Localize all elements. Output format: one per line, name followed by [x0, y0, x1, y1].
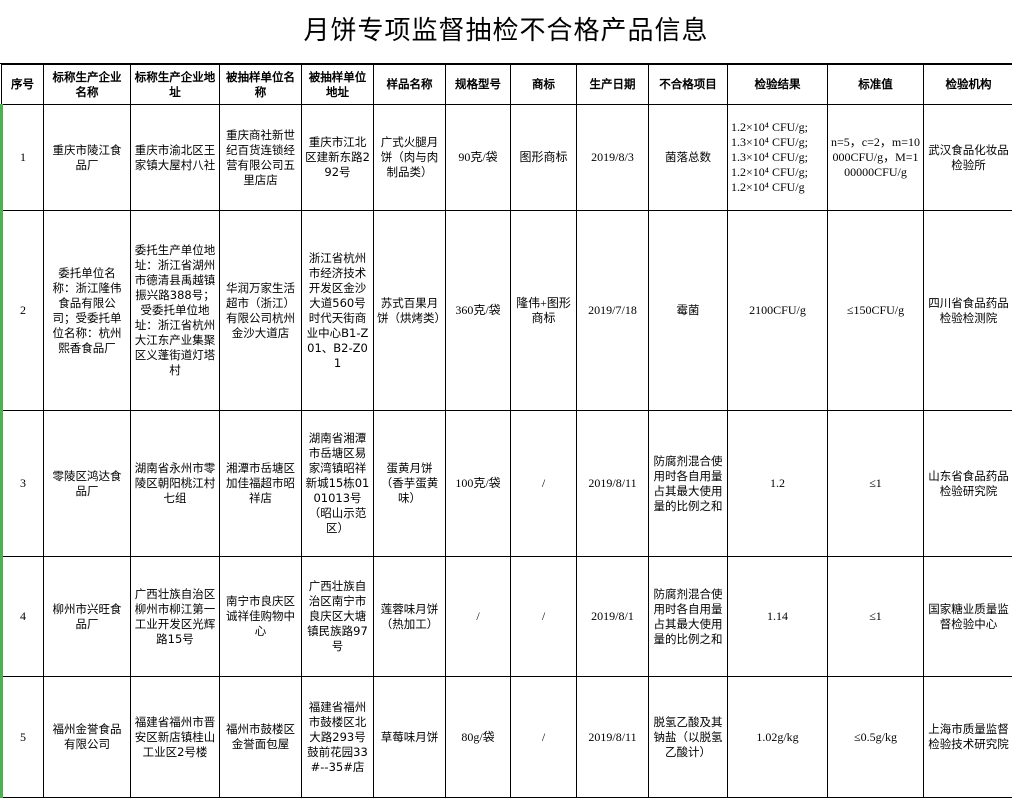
header-spec: 规格型号: [446, 65, 511, 105]
header-standard: 标准值: [828, 65, 924, 105]
cell-maker-addr[interactable]: 广西壮族自治区柳州市柳江第一工业开发区光辉路15号: [131, 557, 220, 677]
result-line: 1.3×10⁴ CFU/g;: [731, 150, 824, 165]
header-no: 序号: [2, 65, 44, 105]
cell-product[interactable]: 苏式百果月饼（烘烤类）: [374, 211, 446, 411]
result-line: 1.2×10⁴ CFU/g;: [731, 165, 824, 180]
result-line: 1.14: [731, 609, 824, 624]
cell-sampled[interactable]: 湘潭市岳塘区加佳福超市昭祥店: [220, 411, 302, 557]
cell-maker-addr[interactable]: 湖南省永州市零陵区朝阳桃江村七组: [131, 411, 220, 557]
header-brand: 商标: [511, 65, 577, 105]
cell-item[interactable]: 防腐剂混合使用时各自用量占其最大使用量的比例之和: [649, 411, 728, 557]
cell-lab[interactable]: 山东省食品药品检验研究院: [924, 411, 1012, 557]
result-line: 1.02g/kg: [731, 730, 824, 745]
header-sampled: 被抽样单位名称: [220, 65, 302, 105]
cell-maker-addr[interactable]: 委托生产单位地址：浙江省湖州市德清县禹越镇振兴路388号；受委托单位地址：浙江省…: [131, 211, 220, 411]
cell-maker[interactable]: 福州金誉食品有限公司: [44, 677, 131, 798]
cell-result[interactable]: 1.14: [728, 557, 828, 677]
cell-sampled-addr[interactable]: 浙江省杭州市经济技术开发区金沙大道560号时代天街商业中心B1-Z01、B2-Z…: [302, 211, 374, 411]
cell-spec[interactable]: 100克/袋: [446, 411, 511, 557]
cell-sampled[interactable]: 重庆商社新世纪百货连锁经营有限公司五里店店: [220, 105, 302, 211]
cell-maker-addr[interactable]: 重庆市渝北区王家镇大屋村八社: [131, 105, 220, 211]
result-line: 1.2: [731, 476, 824, 491]
cell-brand[interactable]: 隆伟+图形商标: [511, 211, 577, 411]
cell-spec[interactable]: 90克/袋: [446, 105, 511, 211]
cell-standard[interactable]: ≤150CFU/g: [828, 211, 924, 411]
cell-brand[interactable]: 图形商标: [511, 105, 577, 211]
header-item: 不合格项目: [649, 65, 728, 105]
cell-product[interactable]: 广式火腿月饼（肉与肉制品类）: [374, 105, 446, 211]
cell-lab[interactable]: 四川省食品药品检验检测院: [924, 211, 1012, 411]
cell-brand[interactable]: /: [511, 411, 577, 557]
cell-date[interactable]: 2019/8/11: [577, 411, 649, 557]
cell-standard[interactable]: ≤1: [828, 411, 924, 557]
header-lab: 检验机构: [924, 65, 1012, 105]
cell-result[interactable]: 2100CFU/g: [728, 211, 828, 411]
result-line: 2100CFU/g: [731, 303, 824, 318]
cell-date[interactable]: 2019/8/1: [577, 557, 649, 677]
cell-brand[interactable]: /: [511, 677, 577, 798]
cell-item[interactable]: 霉菌: [649, 211, 728, 411]
cell-spec[interactable]: /: [446, 557, 511, 677]
cell-maker[interactable]: 委托单位名称：浙江隆伟食品有限公司；受委托单位名称：杭州熙香食品厂: [44, 211, 131, 411]
cell-item[interactable]: 防腐剂混合使用时各自用量占其最大使用量的比例之和: [649, 557, 728, 677]
cell-item[interactable]: 菌落总数: [649, 105, 728, 211]
header-sampled-addr: 被抽样单位地址: [302, 65, 374, 105]
page-title: 月饼专项监督抽检不合格产品信息: [0, 0, 1012, 64]
cell-maker-addr[interactable]: 福建省福州市晋安区新店镇桂山工业区2号楼: [131, 677, 220, 798]
cell-no[interactable]: 3: [2, 411, 44, 557]
result-line: 1.2×10⁴ CFU/g;: [731, 120, 824, 135]
cell-no[interactable]: 4: [2, 557, 44, 677]
cell-date[interactable]: 2019/7/18: [577, 211, 649, 411]
cell-sampled[interactable]: 南宁市良庆区诚祥佳购物中心: [220, 557, 302, 677]
header-product: 样品名称: [374, 65, 446, 105]
cell-result[interactable]: 1.2: [728, 411, 828, 557]
cell-sampled-addr[interactable]: 湖南省湘潭市岳塘区易家湾镇昭祥新城15栋0101013号（昭山示范区）: [302, 411, 374, 557]
cell-sampled-addr[interactable]: 重庆市江北区建新东路292号: [302, 105, 374, 211]
cell-sampled[interactable]: 福州市鼓楼区金誉面包屋: [220, 677, 302, 798]
header-date: 生产日期: [577, 65, 649, 105]
cell-product[interactable]: 草莓味月饼: [374, 677, 446, 798]
cell-no[interactable]: 2: [2, 211, 44, 411]
cell-no[interactable]: 1: [2, 105, 44, 211]
cell-maker[interactable]: 柳州市兴旺食品厂: [44, 557, 131, 677]
result-line: 1.2×10⁴ CFU/g: [731, 180, 824, 195]
cell-standard[interactable]: ≤0.5g/kg: [828, 677, 924, 798]
cell-spec[interactable]: 80g/袋: [446, 677, 511, 798]
cell-sampled-addr[interactable]: 福建省福州市鼓楼区北大路293号鼓前花园33#--35#店: [302, 677, 374, 798]
header-maker-addr: 标称生产企业地址: [131, 65, 220, 105]
header-row: 序号标称生产企业名称标称生产企业地址被抽样单位名称被抽样单位地址样品名称规格型号…: [2, 65, 1012, 105]
cell-standard[interactable]: ≤1: [828, 557, 924, 677]
cell-product[interactable]: 蛋黄月饼（香芋蛋黄味）: [374, 411, 446, 557]
results-table: 序号标称生产企业名称标称生产企业地址被抽样单位名称被抽样单位地址样品名称规格型号…: [0, 64, 1012, 798]
cell-maker[interactable]: 零陵区鸿达食品厂: [44, 411, 131, 557]
cell-date[interactable]: 2019/8/3: [577, 105, 649, 211]
cell-item[interactable]: 脱氢乙酸及其钠盐（以脱氢乙酸计）: [649, 677, 728, 798]
result-line: 1.3×10⁴ CFU/g;: [731, 135, 824, 150]
cell-no[interactable]: 5: [2, 677, 44, 798]
header-maker: 标称生产企业名称: [44, 65, 131, 105]
cell-sampled-addr[interactable]: 广西壮族自治区南宁市良庆区大塘镇民族路97号: [302, 557, 374, 677]
cell-date[interactable]: 2019/8/11: [577, 677, 649, 798]
cell-standard[interactable]: n=5，c=2，m=10000CFU/g，M=100000CFU/g: [828, 105, 924, 211]
cell-result[interactable]: 1.02g/kg: [728, 677, 828, 798]
cell-sampled[interactable]: 华润万家生活超市（浙江）有限公司杭州金沙大道店: [220, 211, 302, 411]
cell-product[interactable]: 莲蓉味月饼（热加工）: [374, 557, 446, 677]
cell-lab[interactable]: 国家糖业质量监督检验中心: [924, 557, 1012, 677]
cell-maker[interactable]: 重庆市陵江食品厂: [44, 105, 131, 211]
header-result: 检验结果: [728, 65, 828, 105]
cell-spec[interactable]: 360克/袋: [446, 211, 511, 411]
cell-brand[interactable]: /: [511, 557, 577, 677]
cell-result[interactable]: 1.2×10⁴ CFU/g;1.3×10⁴ CFU/g;1.3×10⁴ CFU/…: [728, 105, 828, 211]
cell-lab[interactable]: 上海市质量监督检验技术研究院: [924, 677, 1012, 798]
cell-lab[interactable]: 武汉食品化妆品检验所: [924, 105, 1012, 211]
